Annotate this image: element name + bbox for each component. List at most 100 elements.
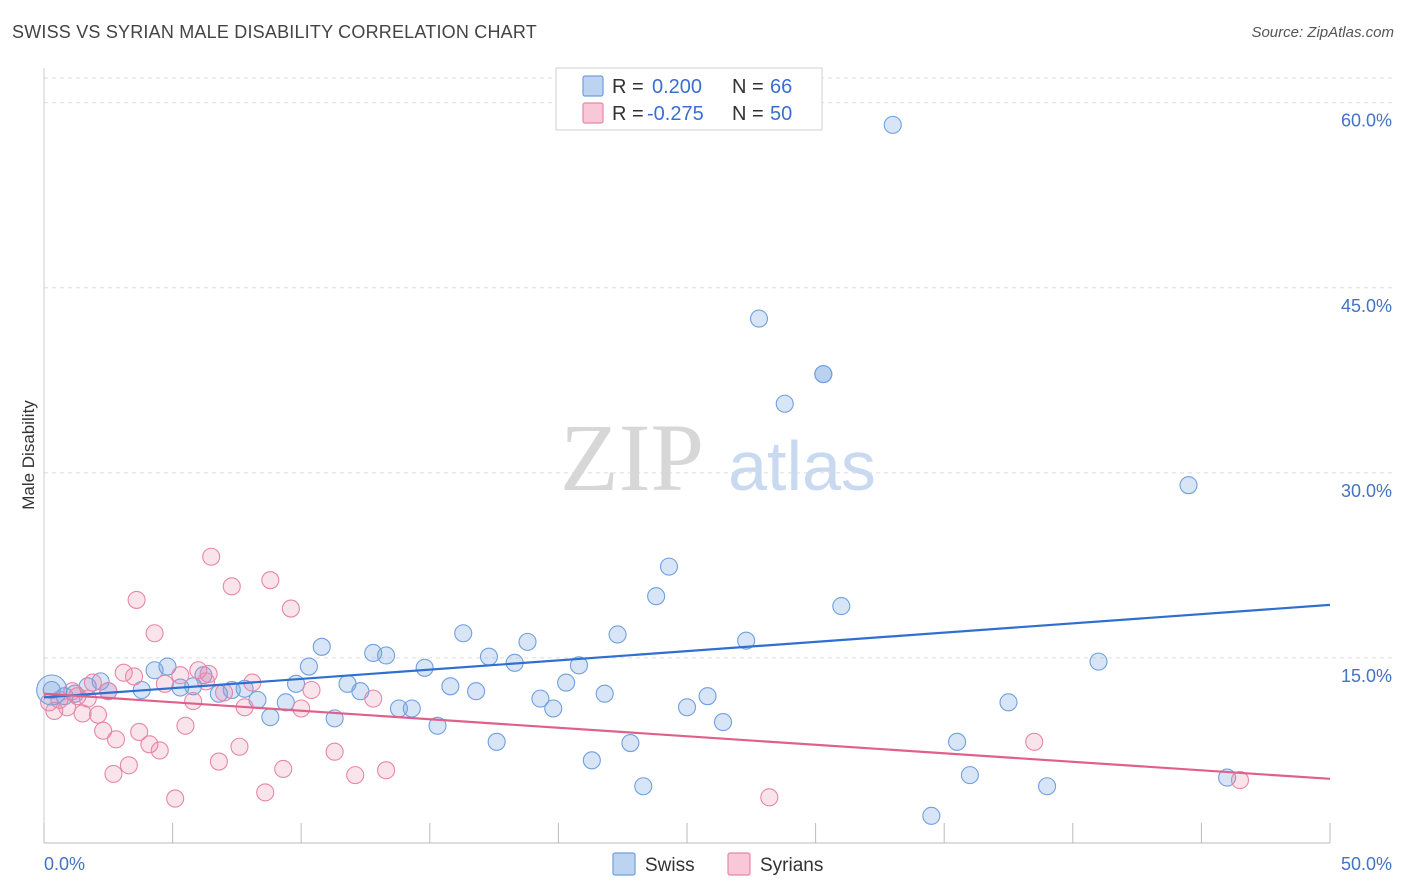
legend-n-value-syrians: 50	[770, 103, 792, 125]
point-swiss-40	[569, 656, 589, 675]
point-syrians-44	[377, 761, 396, 780]
legend: R = 0.200 N = 66 R = -0.275 N = 50	[555, 67, 823, 131]
point-swiss-46	[647, 587, 666, 606]
series-swatch-syrians	[727, 852, 751, 876]
gridlines	[44, 77, 1395, 659]
point-swiss-47	[659, 557, 679, 576]
point-syrians-48	[1230, 771, 1250, 790]
point-swiss-53	[775, 394, 794, 413]
point-syrians-18	[140, 735, 159, 754]
point-swiss-45	[634, 777, 653, 796]
legend-swatch-syrians	[582, 102, 604, 124]
point-syrians-17	[130, 722, 149, 742]
point-swiss-19	[299, 657, 318, 676]
point-syrians-36	[261, 571, 280, 590]
series-name-syrians: Syrians	[760, 855, 823, 876]
point-swiss-17	[276, 693, 295, 712]
point-syrians-3	[58, 698, 77, 717]
point-syrians-37	[274, 759, 293, 779]
point-syrians-8	[83, 673, 102, 692]
point-syrians-16	[124, 667, 144, 686]
point-syrians-25	[184, 692, 203, 711]
point-syrians-15	[119, 756, 138, 775]
point-syrians-35	[256, 783, 275, 802]
point-swiss-59	[960, 766, 979, 785]
point-swiss-49	[698, 687, 717, 706]
x-tick-label-max: 50.0%	[1341, 854, 1392, 874]
point-swiss-42	[595, 684, 614, 703]
point-syrians-9	[88, 705, 108, 724]
point-swiss-52	[749, 309, 769, 328]
point-swiss-27	[402, 699, 421, 718]
point-swiss-34	[487, 732, 506, 751]
series-legend: Swiss Syrians	[612, 852, 823, 876]
point-swiss-28	[415, 658, 434, 677]
point-swiss-37	[531, 689, 550, 708]
point-syrians-38	[281, 599, 300, 618]
point-swiss-32	[467, 682, 486, 701]
axes	[43, 68, 1331, 844]
point-syrians-41	[325, 742, 344, 761]
point-swiss-65	[814, 365, 833, 384]
point-syrians-14	[114, 663, 133, 682]
point-swiss-51	[737, 631, 756, 650]
point-swiss-29	[428, 716, 447, 735]
y-tick-label-0: 15.0%	[1341, 666, 1392, 686]
tick-labels: 15.0% 30.0% 45.0% 60.0% 0.0% 50.0%	[44, 111, 1392, 874]
point-swiss-62	[1089, 652, 1108, 671]
point-swiss-60	[999, 693, 1018, 712]
point-syrians-20	[150, 741, 169, 760]
watermark: ZIP atlas	[560, 404, 876, 511]
point-syrians-40	[302, 680, 321, 700]
point-syrians-39	[292, 699, 311, 718]
trend-line-swiss	[43, 603, 1331, 699]
point-swiss-4	[91, 672, 110, 691]
watermark-zip: ZIP	[560, 404, 704, 511]
point-syrians-22	[166, 789, 185, 808]
y-tick-label-3: 60.0%	[1341, 111, 1392, 131]
point-swiss-16	[261, 708, 280, 727]
point-swiss-8	[158, 657, 177, 676]
trend-line-syrians	[43, 692, 1331, 780]
point-syrians-49	[127, 590, 146, 609]
point-syrians-45	[199, 664, 218, 684]
y-axis-label: Male Disability	[19, 400, 38, 510]
point-syrians-13	[106, 730, 126, 749]
point-syrians-32	[230, 737, 249, 756]
point-swiss-58	[948, 732, 967, 751]
point-swiss-50	[713, 713, 733, 732]
series-name-swiss: Swiss	[645, 855, 695, 876]
legend-r-value-swiss: 0.200	[652, 76, 702, 98]
point-swiss-41	[582, 751, 601, 770]
trend-lines	[43, 603, 1331, 780]
point-syrians-31	[222, 577, 241, 596]
point-syrians-46	[760, 788, 779, 807]
chart-title: SWISS VS SYRIAN MALE DISABILITY CORRELAT…	[12, 22, 537, 42]
point-syrians-43	[364, 689, 383, 708]
point-swiss-large	[36, 674, 68, 706]
legend-n-label-syrians: N =	[732, 103, 764, 125]
legend-n-value-swiss: 66	[770, 76, 792, 98]
point-swiss-36	[518, 632, 537, 651]
y-tick-label-1: 30.0%	[1341, 481, 1392, 501]
watermark-atlas: atlas	[728, 427, 876, 505]
point-swiss-56	[883, 115, 902, 134]
series-swatch-swiss	[612, 852, 636, 876]
point-syrians-47	[1025, 732, 1044, 751]
point-syrians-7	[78, 689, 97, 708]
legend-r-label-swiss: R =	[612, 76, 644, 98]
source-credit: Source: ZipAtlas.com	[1251, 24, 1394, 41]
point-syrians-24	[176, 716, 195, 735]
point-swiss-48	[677, 698, 697, 717]
point-syrians-29	[209, 752, 228, 771]
point-swiss-30	[441, 677, 460, 696]
point-swiss-38	[544, 699, 563, 718]
point-syrians-28	[202, 547, 221, 566]
point-swiss-33	[479, 647, 499, 666]
x-tick-label-min: 0.0%	[44, 854, 85, 874]
point-swiss-31	[454, 624, 473, 643]
point-swiss-43	[608, 625, 627, 644]
point-swiss-55	[832, 597, 851, 616]
point-swiss-63	[1179, 476, 1198, 495]
